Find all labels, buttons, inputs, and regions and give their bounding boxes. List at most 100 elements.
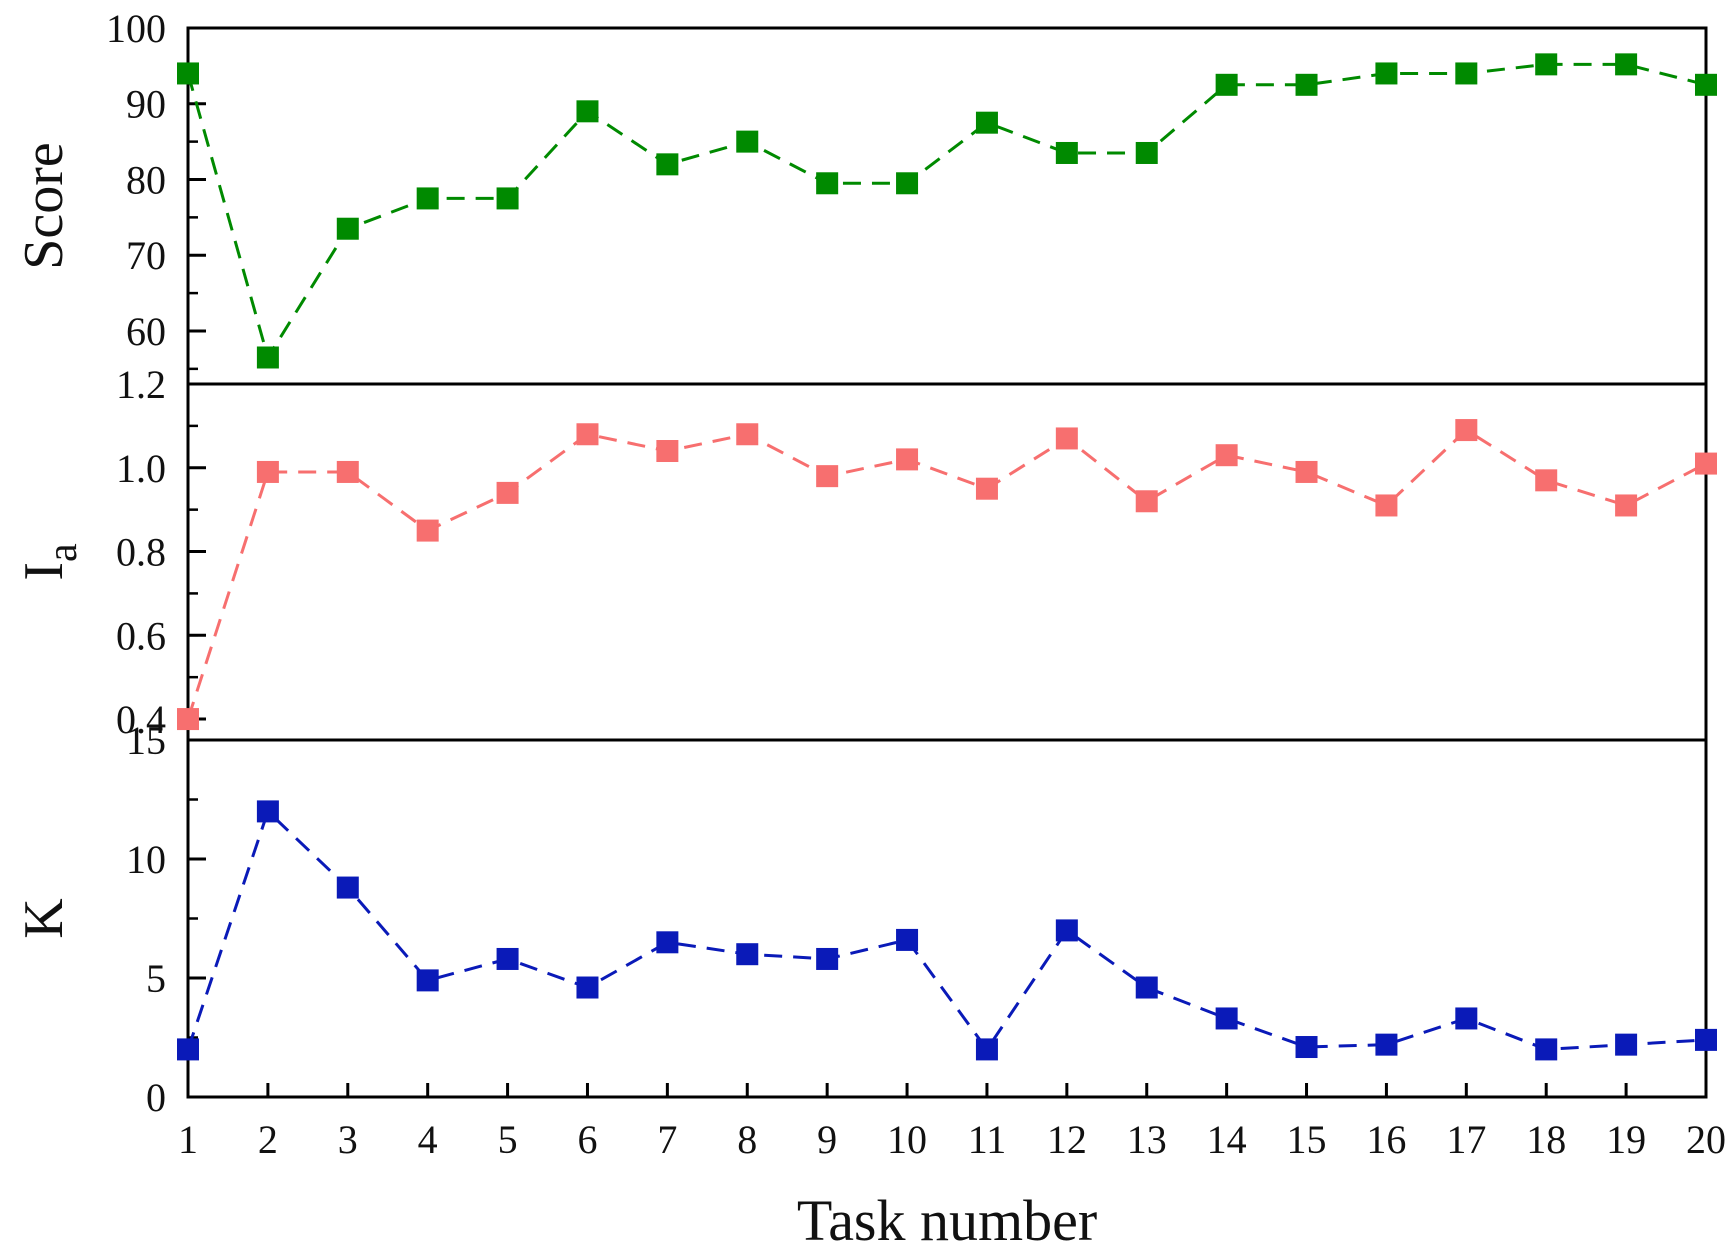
data-point	[416, 969, 439, 992]
data-point	[177, 708, 199, 731]
y-tick-label: 90	[126, 82, 166, 127]
data-point	[416, 519, 439, 542]
data-point	[576, 100, 599, 123]
x-tick-label: 2	[258, 1117, 278, 1162]
data-point	[576, 423, 599, 446]
y-axis-title: K	[13, 898, 75, 938]
plot-layer: 60708090100Score0.40.60.81.01.2Ia051015K…	[13, 6, 1726, 1162]
x-tick-label: 8	[737, 1117, 757, 1162]
y-tick-label: 0.8	[116, 530, 166, 575]
panel-3: 0 5 10 15 K	[13, 718, 1717, 1120]
data-point	[1055, 427, 1078, 450]
y-tick-label: 10	[126, 837, 166, 882]
x-tick-label: 9	[817, 1117, 837, 1162]
data-point	[1535, 469, 1558, 492]
data-point	[975, 477, 998, 500]
y-tick-label: 5	[146, 956, 166, 1001]
x-tick-label: 11	[968, 1117, 1007, 1162]
y-tick-label: 70	[126, 233, 166, 278]
data-point	[816, 465, 839, 488]
data-point	[256, 460, 279, 483]
data-point	[1455, 1007, 1478, 1030]
data-point	[896, 448, 919, 471]
x-tick-label: 7	[657, 1117, 677, 1162]
data-point	[656, 153, 679, 176]
data-point	[896, 928, 919, 951]
panel-frame	[186, 738, 1708, 1099]
data-point	[256, 800, 279, 823]
data-point	[256, 346, 279, 369]
data-point	[1375, 62, 1398, 85]
data-point	[656, 931, 679, 954]
data-point	[656, 440, 679, 463]
x-tick-label: 12	[1047, 1117, 1087, 1162]
data-point	[1215, 1007, 1238, 1030]
data-point	[816, 947, 839, 970]
data-point	[1055, 141, 1078, 164]
data-point	[1615, 494, 1638, 517]
data-point	[1695, 452, 1717, 475]
data-point	[896, 172, 919, 195]
y-axis-title-main: I	[13, 562, 75, 581]
data-point	[1135, 490, 1158, 513]
data-point	[1695, 73, 1717, 96]
data-point	[1615, 1033, 1638, 1056]
y-tick-label: 100	[106, 6, 166, 51]
panel-frame	[186, 26, 1708, 386]
x-tick-label: 14	[1207, 1117, 1247, 1162]
data-point	[1055, 919, 1078, 942]
data-point	[1455, 62, 1478, 85]
x-tick-label: 13	[1127, 1117, 1167, 1162]
data-point	[336, 217, 359, 240]
data-point	[975, 1038, 998, 1061]
data-point	[576, 976, 599, 999]
x-tick-label: 3	[338, 1117, 358, 1162]
y-tick-label: 0	[146, 1075, 166, 1120]
x-tick-label: 10	[887, 1117, 927, 1162]
data-point	[1535, 53, 1558, 76]
data-point	[1615, 53, 1638, 76]
data-point	[1375, 494, 1398, 517]
data-point	[816, 172, 839, 195]
data-point	[336, 876, 359, 899]
data-point	[736, 943, 759, 966]
data-point	[416, 187, 439, 210]
data-point	[975, 111, 998, 134]
data-point	[1215, 73, 1238, 96]
data-point	[1135, 141, 1158, 164]
x-tick-label: 17	[1446, 1117, 1486, 1162]
series-line	[186, 808, 1707, 1053]
data-point	[736, 130, 759, 153]
panel-2: 0.4 0.6 0.8 1.0 1.2 Ia	[13, 362, 1717, 742]
data-point	[1375, 1033, 1398, 1056]
data-point	[1135, 976, 1158, 999]
x-tick-label: 16	[1366, 1117, 1406, 1162]
data-point	[177, 1038, 199, 1061]
data-point	[177, 62, 199, 85]
data-point	[1455, 419, 1478, 442]
x-tick-label: 18	[1526, 1117, 1566, 1162]
panel-1: 60 70 80 90 100 Score	[13, 6, 1717, 386]
x-tick-label: 20	[1686, 1117, 1726, 1162]
y-tick-label: 60	[126, 309, 166, 354]
y-axis-title: Ia	[13, 543, 86, 581]
data-point	[736, 423, 759, 446]
data-point	[1295, 460, 1318, 483]
x-tick-label: 4	[418, 1117, 438, 1162]
data-point	[336, 460, 359, 483]
y-tick-label: 0.6	[116, 613, 166, 658]
y-tick-label: 1.2	[116, 362, 166, 407]
series-line	[186, 62, 1707, 362]
data-point	[1695, 1028, 1717, 1051]
x-tick-label: 19	[1606, 1117, 1646, 1162]
x-axis-title: Task number	[797, 1188, 1097, 1253]
data-point	[1295, 1036, 1318, 1059]
x-tick-label: 6	[577, 1117, 597, 1162]
data-point	[1215, 444, 1238, 467]
data-point	[496, 947, 519, 970]
data-point	[496, 187, 519, 210]
data-point	[1535, 1038, 1558, 1061]
x-tick-label: 1	[178, 1117, 198, 1162]
y-tick-label: 80	[126, 157, 166, 202]
